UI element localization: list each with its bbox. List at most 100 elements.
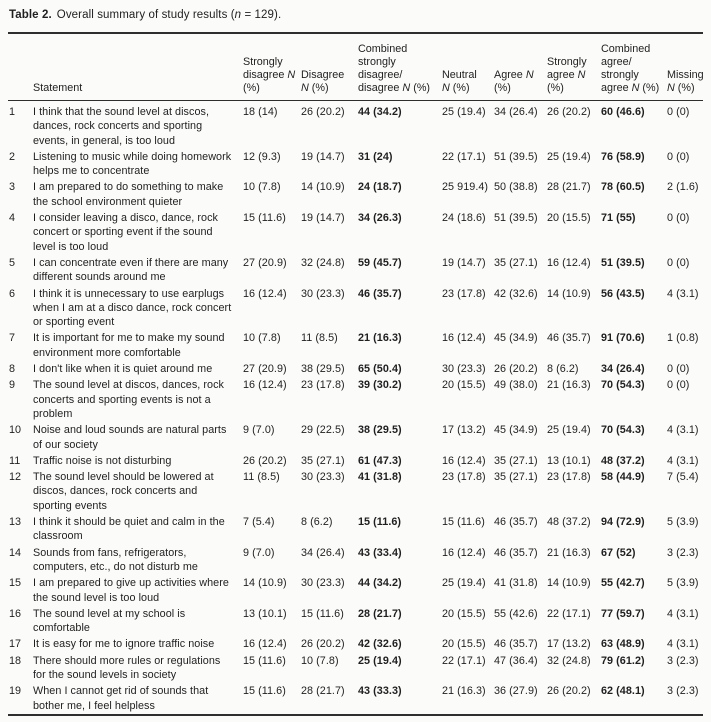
column-header-line: agree N	[547, 69, 586, 81]
column-header-line: disagree N	[243, 69, 296, 81]
cell-combined-agree-strongly-agree: 51 (39.5)	[601, 256, 645, 269]
cell-agree: 34 (26.4)	[494, 106, 538, 118]
cell-statement: Sounds from fans, refrigerators, compute…	[33, 546, 198, 573]
cell-strongly-disagree: 15 (11.6)	[243, 685, 286, 698]
column-header-line: disagree N (%)	[358, 82, 431, 94]
cell-row-number: 8	[9, 363, 16, 376]
cell-statement: I am prepared to give up activities wher…	[33, 577, 229, 604]
cell-statement: The sound level at my school is comforta…	[33, 607, 186, 635]
cell-strongly-disagree: 27 (20.9)	[243, 363, 287, 376]
cell-agree: 35 (27.1)	[494, 256, 538, 269]
cell-combined-agree-strongly-agree: 71 (55)	[601, 212, 636, 225]
column-header-line: agree/	[601, 56, 632, 68]
cell-neutral: 30 (23.3)	[442, 363, 486, 376]
cell-neutral: 15 (11.6)	[442, 516, 485, 529]
column-header-line: N (%)	[667, 82, 695, 94]
cell-strongly-disagree: 10 (7.8)	[243, 181, 281, 194]
cell-agree: 26 (20.2)	[494, 363, 538, 376]
cell-combined-strongly-disagree-disagree: 24 (18.7)	[358, 181, 402, 194]
cell-missing: 0 (0)	[667, 256, 690, 269]
cell-disagree: 35 (27.1)	[301, 454, 345, 467]
table-row: 8 I don't like when it is quiet around me…	[8, 361, 703, 377]
cell-combined-strongly-disagree-disagree: 65 (50.4)	[358, 363, 402, 376]
cell-disagree: 26 (20.2)	[301, 638, 345, 651]
table-row: 3 I am prepared to do something to make t…	[8, 179, 703, 210]
cell-strongly-disagree: 13 (10.1)	[243, 607, 287, 620]
table-row: 9 The sound level at discos, dances, rock…	[8, 377, 703, 422]
cell-row-number: 12	[9, 471, 22, 484]
column-header-line: N (%)	[301, 82, 329, 94]
cell-agree: 35 (27.1)	[494, 471, 538, 484]
cell-strongly-disagree: 16 (12.4)	[243, 638, 287, 651]
cell-strongly-disagree: 16 (12.4)	[243, 379, 287, 392]
table-row: 7 It is important for me to make my sound…	[8, 330, 703, 361]
column-header-line: (%)	[547, 82, 564, 94]
cell-strongly-agree: 16 (12.4)	[547, 256, 591, 269]
cell-missing: 0 (0)	[667, 363, 690, 376]
table-row: 19 When I cannot get rid of sounds that b…	[8, 683, 703, 715]
cell-strongly-agree: 26 (20.2)	[547, 685, 591, 698]
column-header-combined-agree-strongly-agree: Combined agree/strongly agree N (%)	[601, 33, 667, 101]
cell-agree: 51 (39.5)	[494, 150, 538, 163]
cell-strongly-agree: 8 (6.2)	[547, 363, 579, 376]
column-header-disagree: Disagree N (%)	[301, 33, 358, 101]
cell-disagree: 32 (24.8)	[301, 256, 345, 269]
cell-row-number: 6	[9, 287, 16, 300]
column-header-line: Disagree	[301, 69, 345, 81]
column-header-row-number	[8, 33, 33, 101]
cell-combined-agree-strongly-agree: 58 (44.9)	[601, 471, 645, 484]
cell-strongly-agree: 26 (20.2)	[547, 106, 591, 118]
cell-row-number: 1	[9, 106, 16, 118]
column-header-missing: Missing N (%)	[667, 33, 704, 101]
table-row: 12 The sound level should be lowered at d…	[8, 469, 703, 514]
column-header-combined-strongly-disagree-disagree: Combined strongly disagree/disagree N (%)	[358, 33, 442, 101]
cell-statement: The sound level at discos, dances, rock …	[33, 379, 224, 420]
cell-statement: I don't like when it is quiet around me	[33, 363, 213, 376]
cell-disagree: 29 (22.5)	[301, 424, 345, 437]
cell-agree: 46 (35.7)	[494, 516, 538, 529]
table-row: 10 Noise and loud sounds are natural part…	[8, 422, 703, 453]
cell-strongly-disagree: 7 (5.4)	[243, 516, 275, 529]
cell-strongly-disagree: 14 (10.9)	[243, 577, 287, 590]
table-row: 13 I think it should be quiet and calm in…	[8, 514, 703, 545]
cell-strongly-agree: 25 (19.4)	[547, 150, 591, 163]
table-caption-text: Overall summary of study results (n = 12…	[57, 9, 282, 21]
cell-row-number: 5	[9, 256, 16, 269]
cell-missing: 4 (3.1)	[667, 287, 699, 300]
cell-missing: 4 (3.1)	[667, 454, 699, 467]
column-header-line: strongly	[601, 69, 639, 81]
column-header-line: Combined	[601, 43, 651, 55]
cell-combined-strongly-disagree-disagree: 28 (21.7)	[358, 607, 402, 620]
cell-strongly-agree: 32 (24.8)	[547, 654, 591, 667]
cell-neutral: 19 (14.7)	[442, 256, 486, 269]
cell-statement: Noise and loud sounds are natural parts …	[33, 424, 227, 451]
cell-agree: 49 (38.0)	[494, 379, 538, 392]
cell-disagree: 14 (10.9)	[301, 181, 345, 194]
table-caption-n-symbol: n	[234, 9, 242, 21]
table-row: 15 I am prepared to give up activities wh…	[8, 575, 703, 606]
cell-strongly-agree: 14 (10.9)	[547, 287, 591, 300]
column-header-line: Strongly	[547, 56, 587, 68]
cell-combined-strongly-disagree-disagree: 39 (30.2)	[358, 379, 402, 392]
cell-missing: 5 (3.9)	[667, 516, 699, 529]
cell-strongly-disagree: 11 (8.5)	[243, 471, 280, 484]
cell-row-number: 17	[9, 638, 22, 651]
cell-combined-strongly-disagree-disagree: 15 (11.6)	[358, 516, 402, 529]
cell-strongly-disagree: 12 (9.3)	[243, 150, 281, 163]
cell-combined-strongly-disagree-disagree: 44 (34.2)	[358, 106, 402, 118]
cell-neutral: 22 (17.1)	[442, 150, 486, 163]
cell-combined-agree-strongly-agree: 76 (58.9)	[601, 150, 645, 163]
cell-combined-strongly-disagree-disagree: 42 (32.6)	[358, 638, 402, 651]
cell-combined-strongly-disagree-disagree: 25 (19.4)	[358, 654, 402, 667]
cell-missing: 3 (2.3)	[667, 546, 699, 559]
cell-row-number: 18	[9, 654, 22, 667]
cell-agree: 50 (38.8)	[494, 181, 538, 194]
cell-agree: 41 (31.8)	[494, 577, 538, 590]
cell-strongly-disagree: 10 (7.8)	[243, 332, 281, 345]
cell-neutral: 25 (19.4)	[442, 577, 486, 590]
cell-statement: I think it is unnecessary to use earplug…	[33, 287, 232, 329]
cell-row-number: 11	[9, 454, 21, 467]
cell-combined-agree-strongly-agree: 79 (61.2)	[601, 654, 645, 667]
cell-strongly-agree: 23 (17.8)	[547, 471, 591, 484]
table-row: 1 I think that the sound level at discos,…	[8, 101, 703, 149]
